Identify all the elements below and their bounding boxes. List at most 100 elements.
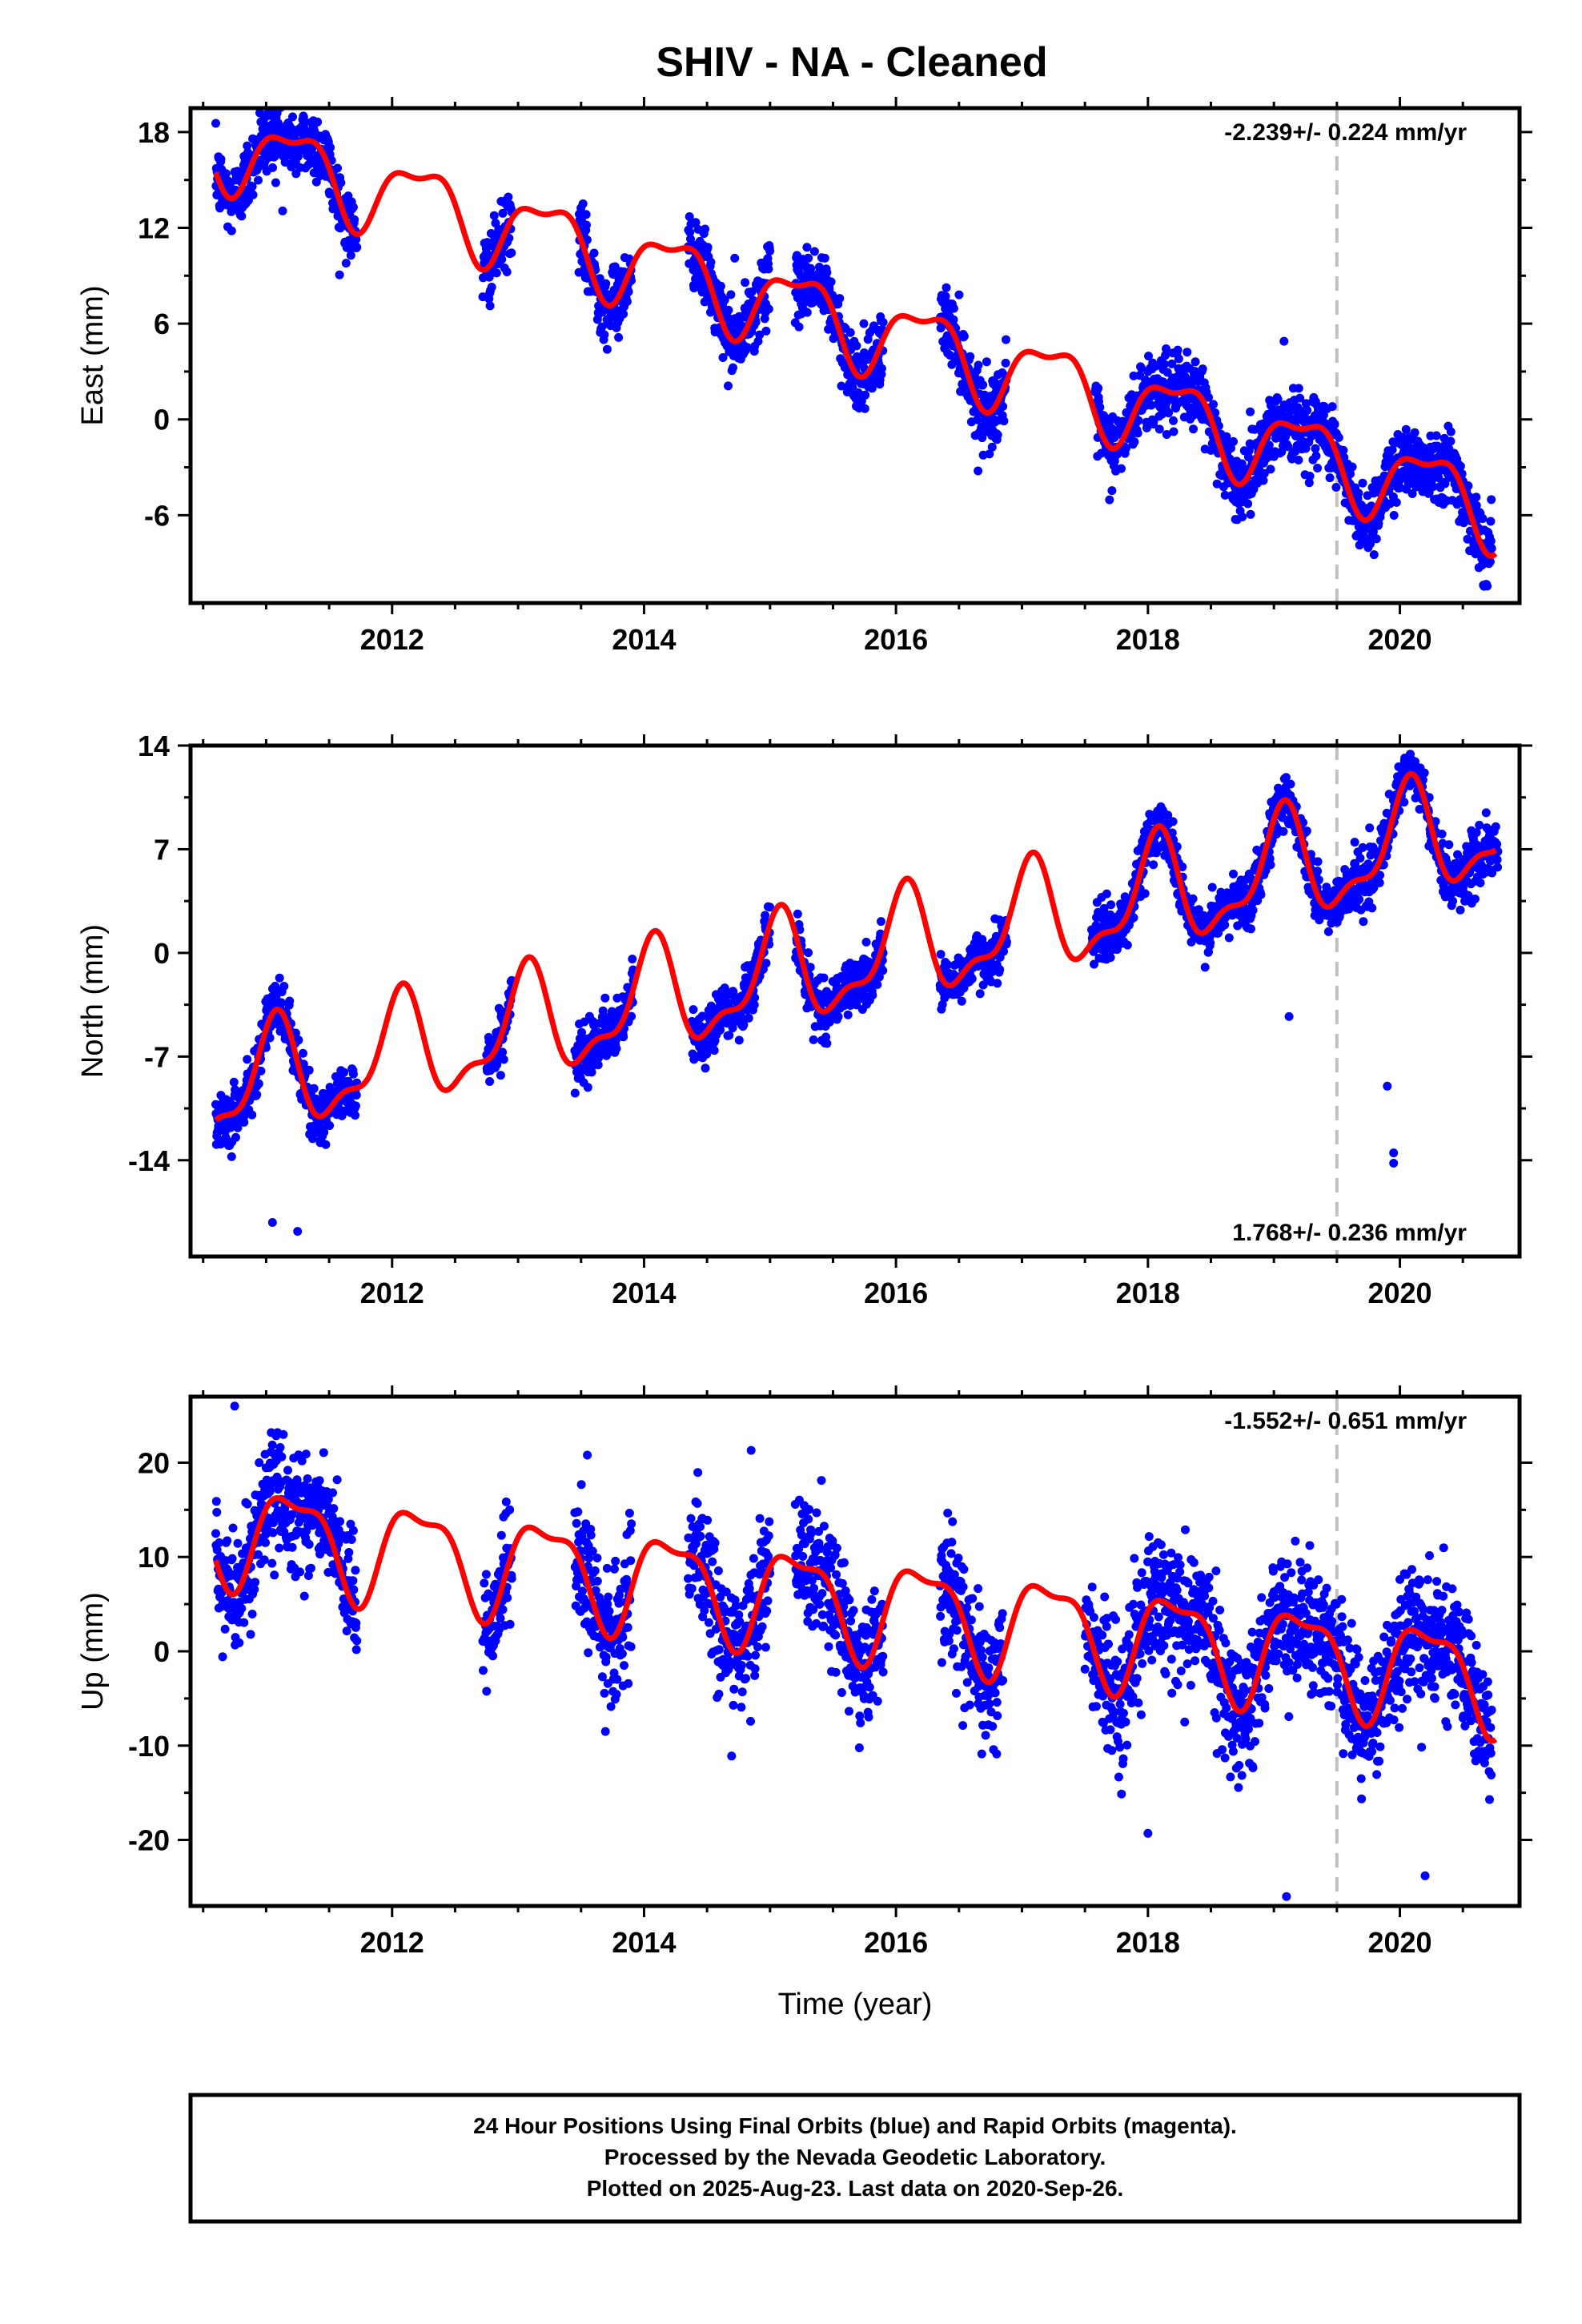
data-point — [1162, 430, 1171, 439]
data-point — [978, 380, 988, 390]
data-point — [954, 290, 964, 300]
data-point — [751, 317, 761, 327]
data-point — [492, 268, 501, 278]
data-point — [582, 220, 591, 230]
data-point — [765, 903, 775, 912]
data-point — [737, 1014, 747, 1023]
data-point — [339, 1068, 349, 1077]
data-point — [1206, 938, 1215, 947]
data-point — [1355, 895, 1364, 904]
data-point — [346, 251, 355, 260]
data-point — [221, 1132, 231, 1142]
data-point — [1238, 513, 1247, 521]
data-point — [1485, 557, 1495, 566]
data-point — [622, 297, 632, 306]
data-point — [720, 296, 729, 305]
data-point — [1229, 869, 1238, 879]
data-point — [1134, 416, 1143, 425]
data-point — [1273, 395, 1283, 404]
data-point — [227, 1152, 236, 1161]
data-point — [254, 1079, 263, 1088]
data-point — [336, 178, 346, 187]
data-point — [351, 1101, 360, 1111]
data-point — [504, 233, 514, 243]
data-point — [959, 332, 969, 341]
data-point — [724, 381, 733, 391]
data-point — [1446, 436, 1456, 446]
data-point — [1350, 838, 1359, 847]
data-point — [326, 143, 335, 152]
data-point — [998, 402, 1008, 411]
data-point — [299, 1059, 308, 1069]
data-point — [1212, 479, 1222, 489]
data-point — [341, 259, 351, 268]
data-point — [995, 965, 1005, 975]
data-point — [1339, 452, 1349, 462]
data-point — [1154, 424, 1164, 434]
data-point — [1304, 478, 1314, 488]
data-point — [1448, 896, 1457, 906]
data-point — [1106, 953, 1115, 963]
data-point — [352, 243, 362, 252]
data-point — [576, 1035, 585, 1044]
x-tick-label: 2020 — [1367, 623, 1431, 656]
data-point — [967, 974, 977, 983]
data-point — [941, 292, 950, 301]
data-point — [1256, 890, 1266, 899]
data-point — [237, 211, 247, 221]
data-point — [725, 1031, 734, 1040]
data-point — [1311, 451, 1321, 460]
data-point — [1295, 393, 1305, 403]
data-point — [348, 1069, 358, 1079]
data-point-outlier — [730, 253, 740, 263]
data-point — [1094, 384, 1103, 393]
data-point — [1428, 482, 1438, 492]
data-point — [348, 203, 358, 212]
data-point — [628, 955, 637, 963]
data-point — [1266, 860, 1275, 870]
data-point — [1149, 860, 1158, 870]
data-point — [350, 215, 359, 224]
data-point — [821, 1032, 831, 1042]
data-point — [1162, 368, 1172, 377]
data-point — [739, 1020, 749, 1030]
data-point — [1146, 400, 1156, 410]
data-point — [593, 1060, 603, 1070]
data-point — [1266, 464, 1275, 474]
data-point — [1250, 424, 1259, 434]
data-point — [581, 210, 591, 219]
data-point — [595, 274, 604, 283]
data-point — [877, 917, 885, 927]
data-point — [750, 993, 760, 1003]
data-point — [1248, 906, 1258, 915]
data-point — [325, 1121, 335, 1130]
data-point — [729, 987, 738, 997]
data-point — [335, 270, 344, 279]
data-point — [1211, 408, 1220, 417]
data-point — [612, 1043, 621, 1053]
data-point — [942, 283, 951, 292]
data-point — [978, 433, 987, 443]
data-point — [826, 277, 836, 287]
data-point — [313, 117, 323, 127]
data-point — [861, 390, 870, 400]
data-point — [1222, 432, 1231, 441]
data-point — [1478, 514, 1488, 523]
data-point — [1133, 428, 1142, 438]
data-point — [843, 1010, 853, 1019]
data-point — [1305, 472, 1315, 480]
east-velocity-label: -2.239+/- 0.224 mm/yr — [1224, 119, 1467, 146]
data-point — [619, 309, 628, 319]
data-point — [761, 959, 771, 968]
data-point — [1169, 416, 1178, 425]
data-point — [1159, 360, 1169, 369]
data-point — [610, 262, 620, 271]
data-point — [706, 257, 716, 267]
data-point — [1456, 905, 1465, 915]
data-point — [600, 993, 610, 1003]
data-point — [252, 1090, 262, 1100]
data-point — [1331, 483, 1341, 492]
data-point — [1209, 400, 1218, 409]
data-point — [1325, 473, 1335, 483]
